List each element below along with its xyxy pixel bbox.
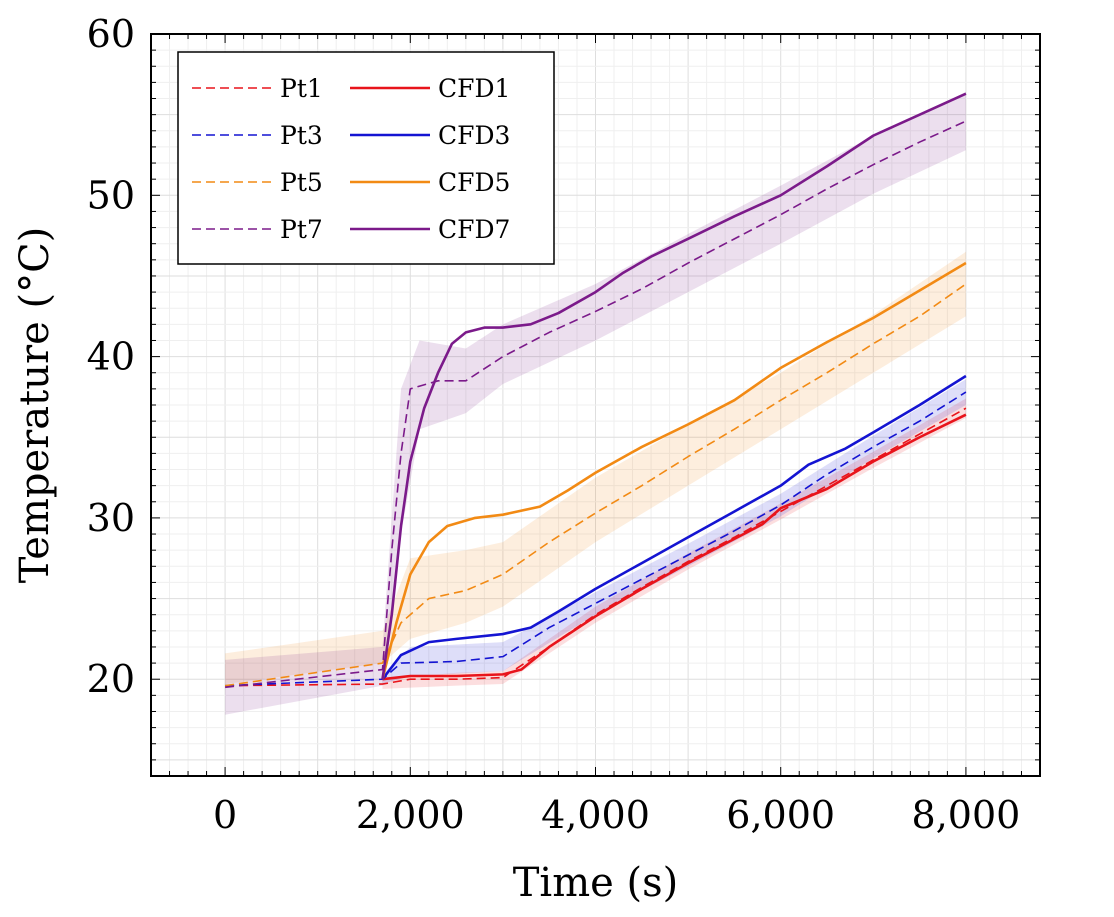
series-pt3 xyxy=(225,391,967,687)
legend-label-pt5: Pt5 xyxy=(280,168,323,197)
series-cfd7 xyxy=(381,92,967,680)
series-cfd5 xyxy=(381,261,967,680)
y-axis-title: Temperature (°C) xyxy=(12,227,58,584)
y-tick-label: 60 xyxy=(87,12,135,56)
tick-labels: 0 2,000 4,000 6,000 8,000 20 30 40 50 60 xyxy=(87,12,1021,837)
x-tick-label: 2,000 xyxy=(356,793,465,837)
y-tick-label: 20 xyxy=(87,657,135,701)
legend-label-pt7: Pt7 xyxy=(280,215,323,244)
series-cfd1 xyxy=(382,413,967,681)
axes xyxy=(150,33,1041,777)
y-tick-label: 40 xyxy=(87,335,135,379)
series-pt7 xyxy=(224,120,967,689)
x-tick-label: 6,000 xyxy=(726,793,835,837)
x-axis-title: Time (s) xyxy=(513,860,679,906)
band-pt7 xyxy=(225,92,966,715)
y-tick-label: 50 xyxy=(87,173,135,217)
x-tick-label: 8,000 xyxy=(912,793,1021,837)
y-tick-label: 30 xyxy=(87,496,135,540)
series-pt5 xyxy=(224,283,967,687)
band-pt3 xyxy=(382,379,966,685)
legend-label-cfd5: CFD5 xyxy=(438,168,510,197)
legend-label-cfd7: CFD7 xyxy=(438,215,510,244)
series-cfd3 xyxy=(381,374,967,681)
series-pt1 xyxy=(225,407,967,687)
legend-label-cfd3: CFD3 xyxy=(438,121,510,150)
x-tick-label: 0 xyxy=(213,793,237,837)
legend-label-pt1: Pt1 xyxy=(280,74,323,103)
legend-label-pt3: Pt3 xyxy=(280,121,323,150)
x-tick-label: 4,000 xyxy=(541,793,650,837)
legend: Pt1 CFD1 Pt3 CFD3 Pt5 CFD5 Pt7 CFD7 xyxy=(177,51,555,265)
series-lines xyxy=(224,92,967,689)
legend-label-cfd1: CFD1 xyxy=(438,74,510,103)
